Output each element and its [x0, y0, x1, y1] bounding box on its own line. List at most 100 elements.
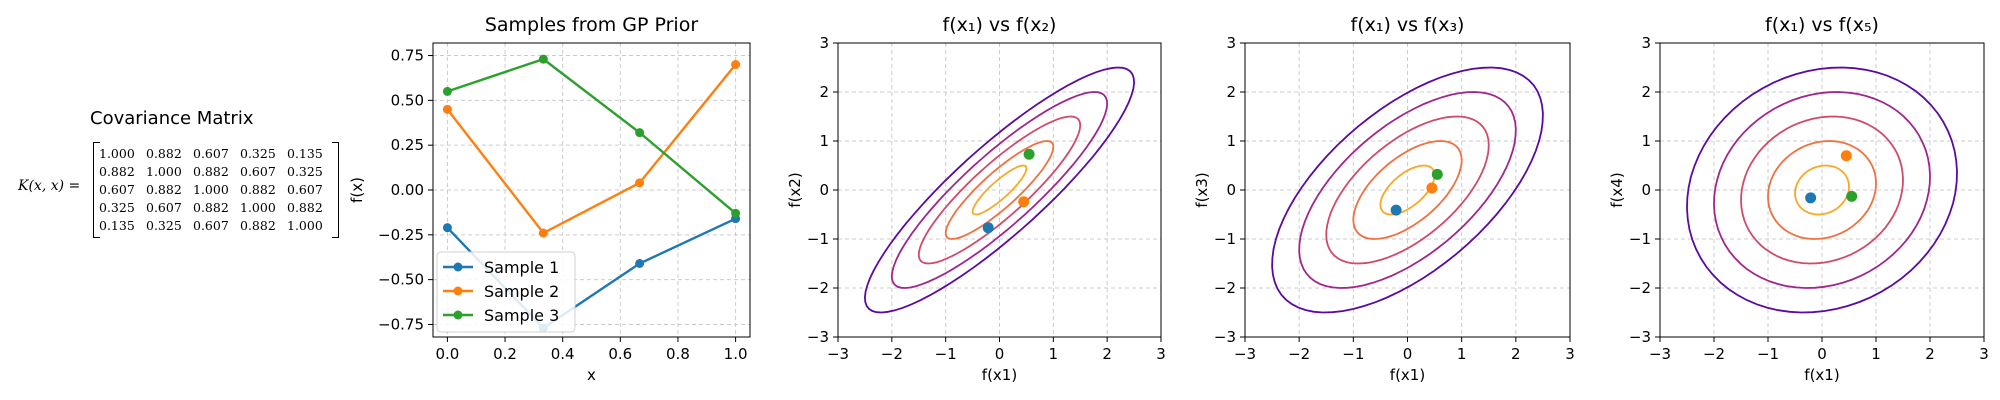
- y-tick-label: 2: [819, 83, 829, 101]
- y-tick-label: 1: [819, 132, 829, 150]
- x-tick-label: 0.2: [493, 345, 517, 363]
- x-tick-label: −1: [1342, 345, 1364, 363]
- series-line-3: [447, 57, 737, 215]
- x-tick-label: 2: [1511, 345, 1521, 363]
- sample-point: [982, 222, 994, 234]
- x-tick-label: 2: [1925, 345, 1935, 363]
- x-tick-label: −3: [1234, 345, 1256, 363]
- legend-marker: [453, 286, 463, 296]
- y-tick-label: 2: [1226, 83, 1236, 101]
- series-point: [538, 54, 548, 64]
- x-axis-label: f(x1): [1390, 366, 1425, 384]
- y-tick-label: 1: [1641, 132, 1651, 150]
- contour-line: [863, 66, 1136, 314]
- covariance-matrix: 1.000 0.882 0.607 0.325 0.135 0.882 1.000 0.882…: [93, 142, 339, 238]
- sample-point: [1431, 168, 1443, 180]
- contour-line: [1740, 115, 1904, 265]
- x-tick-label: 3: [1565, 345, 1575, 363]
- contour-line: [1686, 66, 1958, 314]
- contour-line: [917, 115, 1082, 265]
- x-tick-label: −2: [1288, 345, 1310, 363]
- x-tick-label: 0: [1817, 345, 1827, 363]
- matrix-cell: 0.882: [240, 181, 276, 197]
- matrix-row: 0.135 0.325 0.607 0.882 1.000: [99, 216, 334, 234]
- y-axis-label: f(x2): [786, 172, 804, 207]
- x-axis-label: x: [587, 366, 596, 384]
- matrix-cell: 0.607: [240, 163, 276, 179]
- x-tick-label: −3: [827, 345, 849, 363]
- contour-line: [890, 91, 1109, 289]
- matrix-cell: 0.882: [240, 217, 276, 233]
- matrix-cell: 0.882: [193, 163, 229, 179]
- matrix-cell: 0.325: [146, 217, 182, 233]
- y-tick-label: −3: [1214, 328, 1236, 346]
- sample-point: [1846, 190, 1858, 202]
- legend-marker: [453, 262, 463, 272]
- y-tick-label: −3: [807, 328, 829, 346]
- chart-title: f(x₁) vs f(x₅): [1765, 14, 1879, 36]
- x-tick-label: 0.0: [435, 345, 459, 363]
- covariance-panel: Covariance Matrix K(x, x) = 1.000 0.882 0.…: [0, 0, 360, 400]
- y-axis-label: f(x): [348, 177, 366, 203]
- matrix-cell: 0.882: [287, 199, 323, 215]
- legend-label: Sample 2: [484, 282, 559, 301]
- x-tick-label: 3: [1979, 345, 1989, 363]
- matrix-cell: 0.325: [287, 163, 323, 179]
- matrix-cell: 0.135: [287, 145, 323, 161]
- gp-samples-chart: 0.0 0.2 0.4 0.6 0.8 1.0 −0.75 −0.50 −0.25 0.00 0.2…: [348, 14, 751, 384]
- matrix-row: 0.607 0.882 1.000 0.882 0.607: [99, 180, 334, 198]
- x-tick-label: 0.8: [666, 345, 690, 363]
- joint-distribution-chart-1: −3−3 −2 −2 −1 −1 0 0 1 1 2 2 3 3 f(x₁) vs f(x₂) f(x1) f…: [786, 14, 1166, 384]
- y-tick-label: 0: [819, 181, 829, 199]
- x-tick-label: −1: [1757, 345, 1779, 363]
- y-tick-label: 2: [1641, 83, 1651, 101]
- series-point: [731, 60, 741, 70]
- matrix-cell: 0.882: [99, 163, 135, 179]
- matrix-cell: 0.325: [99, 199, 135, 215]
- y-tick-label: 0: [1226, 181, 1236, 199]
- y-tick-label: −2: [1629, 279, 1651, 297]
- x-tick-label: 0.6: [608, 345, 632, 363]
- matrix-cell: 0.607: [146, 199, 182, 215]
- contour-line: [1352, 140, 1463, 240]
- matrix-row: 0.325 0.607 0.882 1.000 0.882: [99, 198, 334, 216]
- x-tick-label: −2: [881, 345, 903, 363]
- x-tick-label: −1: [935, 345, 957, 363]
- joint-distribution-chart-3: −3−3 −2 −2 −1 −1 0 0 1 1 2 2 3 3 f(x₁) vs f(x₅) f(x1) f…: [1608, 14, 1989, 384]
- matrix-grid: 1.000 0.882 0.607 0.325 0.135 0.882 1.000 0.882…: [99, 144, 334, 234]
- legend: Sample 1 Sample 2 Sample 3: [436, 251, 576, 333]
- y-tick-label: −1: [1629, 230, 1651, 248]
- x-tick-label: −3: [1649, 345, 1671, 363]
- y-tick-label: 0.50: [391, 91, 424, 109]
- x-tick-label: 0: [1403, 345, 1413, 363]
- y-axis-label: f(x3): [1193, 172, 1211, 207]
- y-tick-label: 0.00: [391, 181, 424, 199]
- plot-frame: [1244, 42, 1571, 338]
- x-tick-label: 1.0: [724, 345, 748, 363]
- series-point: [635, 178, 645, 188]
- y-tick-label: −3: [1629, 328, 1651, 346]
- sample-point: [1023, 148, 1035, 160]
- y-tick-label: −0.50: [378, 271, 424, 289]
- x-tick-label: 1: [1049, 345, 1059, 363]
- matrix-cell: 0.607: [99, 181, 135, 197]
- y-tick-label: 3: [819, 34, 829, 52]
- matrix-cell: 1.000: [193, 181, 229, 197]
- sample-point: [1805, 192, 1817, 204]
- matrix-cell: 1.000: [287, 217, 323, 233]
- matrix-row: 0.882 1.000 0.882 0.607 0.325: [99, 162, 334, 180]
- matrix-cell: 0.607: [193, 217, 229, 233]
- x-tick-label: 0.4: [551, 345, 575, 363]
- contour-line: [1325, 115, 1490, 265]
- y-tick-label: −0.75: [378, 315, 424, 333]
- x-tick-label: 3: [1156, 345, 1166, 363]
- legend-label: Sample 1: [484, 258, 559, 277]
- matrix-cell: 1.000: [99, 145, 135, 161]
- legend-box: [436, 251, 576, 333]
- x-tick-label: 2: [1102, 345, 1112, 363]
- matrix-cell: 0.607: [193, 145, 229, 161]
- covariance-title: Covariance Matrix: [90, 108, 254, 129]
- matrix-left-bracket: [93, 142, 100, 238]
- contour-line: [1713, 91, 1931, 289]
